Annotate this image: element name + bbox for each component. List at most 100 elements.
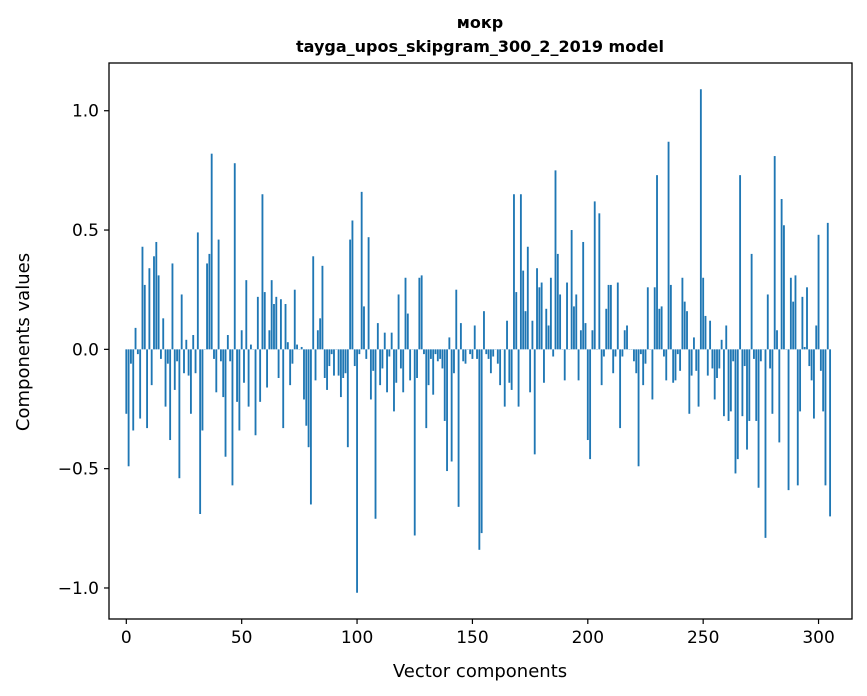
bar-105	[367, 237, 370, 350]
bar-284	[780, 199, 783, 350]
bar-113	[386, 349, 388, 393]
bar-195	[575, 294, 578, 350]
bar-137	[441, 349, 444, 369]
bar-190	[563, 349, 566, 381]
bar-80	[309, 349, 312, 505]
bar-247	[695, 349, 698, 371]
bar-52	[245, 280, 248, 350]
bar-61	[266, 349, 268, 388]
bar-222	[637, 349, 640, 467]
bar-86	[323, 349, 326, 378]
bar-182	[545, 308, 548, 350]
chart-title-word: мокр	[457, 13, 503, 32]
bar-301	[819, 349, 822, 371]
bar-46	[231, 349, 234, 486]
bar-152	[476, 349, 478, 359]
bar-214	[619, 349, 622, 429]
y-tick-label: 0.5	[72, 221, 99, 241]
bar-166	[508, 349, 511, 383]
bar-82	[314, 349, 317, 381]
bar-72	[291, 349, 294, 364]
y-tick-label: 0.0	[72, 340, 99, 360]
bar-233	[663, 349, 665, 357]
bar-174	[526, 246, 529, 350]
bar-38	[213, 349, 215, 359]
bar-57	[256, 296, 259, 350]
bar-194	[573, 306, 575, 350]
bar-263	[732, 349, 735, 362]
bar-295	[806, 287, 808, 350]
bar-83	[316, 330, 319, 350]
bar-217	[626, 325, 628, 350]
bar-98	[351, 220, 354, 350]
bar-223	[639, 349, 642, 355]
bar-134	[434, 349, 437, 355]
bar-29	[192, 335, 195, 350]
bar-208	[605, 308, 608, 350]
bar-19	[169, 349, 172, 441]
bar-27	[187, 349, 190, 376]
bar-244	[688, 349, 691, 414]
bar-170	[517, 349, 520, 407]
bar-149	[469, 349, 472, 355]
bar-285	[783, 225, 785, 350]
bar-250	[702, 277, 705, 350]
bar-68	[282, 349, 285, 429]
bar-127	[418, 277, 421, 350]
bar-293	[801, 296, 804, 350]
bar-191	[566, 282, 568, 350]
bar-58	[259, 349, 262, 402]
bar-154	[480, 349, 483, 534]
bar-132	[429, 349, 432, 359]
bar-50	[240, 330, 243, 350]
bar-76	[300, 346, 303, 350]
bar-7	[141, 246, 144, 350]
chart-title-model: tayga_upos_skipgram_300_2_2019 model	[296, 37, 664, 56]
bar-101	[358, 349, 361, 355]
bar-47	[233, 163, 236, 350]
bar-133	[432, 349, 435, 395]
bar-216	[623, 330, 626, 350]
bar-175	[529, 349, 532, 393]
bar-248	[697, 349, 700, 407]
bar-254	[711, 349, 714, 369]
bar-140	[448, 337, 451, 350]
bar-22	[176, 349, 178, 362]
bar-289	[792, 301, 795, 350]
bar-304	[826, 222, 829, 350]
bar-280	[771, 349, 774, 414]
bar-25	[183, 349, 185, 374]
bar-33	[201, 349, 204, 431]
bar-265	[736, 349, 739, 460]
bar-59	[261, 194, 264, 350]
bar-4	[134, 327, 137, 350]
bar-111	[381, 349, 384, 369]
bar-246	[693, 337, 695, 350]
bar-123	[409, 349, 412, 381]
bar-211	[612, 349, 615, 374]
bar-32	[199, 349, 202, 514]
bar-298	[813, 349, 815, 419]
bar-8	[143, 284, 146, 350]
bar-122	[406, 313, 409, 350]
bar-24	[180, 294, 183, 350]
bar-167	[510, 349, 513, 390]
bar-30	[194, 349, 197, 374]
bar-39	[215, 349, 218, 393]
bar-270	[748, 349, 751, 421]
bar-9	[146, 349, 148, 429]
bar-161	[496, 349, 499, 364]
bar-156	[485, 349, 488, 355]
bar-51	[243, 349, 245, 383]
bar-103	[363, 306, 365, 350]
bar-209	[607, 284, 610, 350]
bar-11	[150, 349, 153, 386]
bar-267	[741, 349, 744, 417]
bar-231	[658, 308, 661, 350]
bar-44	[226, 335, 229, 350]
bar-40	[217, 239, 220, 350]
bar-256	[716, 349, 718, 378]
bar-145	[459, 323, 462, 350]
bar-0	[125, 349, 128, 414]
